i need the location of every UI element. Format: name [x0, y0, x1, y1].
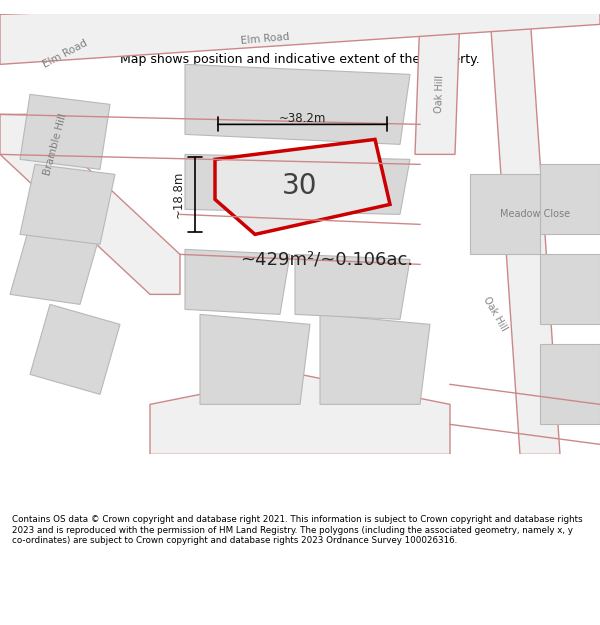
Text: Meadow Close: Meadow Close [500, 209, 570, 219]
Text: Oak Hill: Oak Hill [434, 75, 446, 114]
Polygon shape [200, 314, 310, 404]
Text: Oak Hill: Oak Hill [481, 296, 509, 333]
Polygon shape [415, 14, 460, 154]
Polygon shape [185, 64, 410, 144]
Text: ~429m²/~0.106ac.: ~429m²/~0.106ac. [240, 251, 413, 268]
Polygon shape [320, 314, 430, 404]
Text: Bramble Hill: Bramble Hill [42, 112, 68, 177]
Text: 30: 30 [282, 173, 318, 201]
Text: ~18.8m: ~18.8m [172, 171, 185, 218]
Text: 30, OAK HILL, ALRESFORD, SO24 9LB: 30, OAK HILL, ALRESFORD, SO24 9LB [141, 19, 459, 34]
Polygon shape [185, 249, 290, 314]
Text: Contains OS data © Crown copyright and database right 2021. This information is : Contains OS data © Crown copyright and d… [12, 515, 583, 545]
Polygon shape [30, 304, 120, 394]
Polygon shape [540, 344, 600, 424]
Polygon shape [0, 0, 600, 64]
Text: ~38.2m: ~38.2m [279, 112, 326, 126]
Polygon shape [20, 94, 110, 169]
Polygon shape [20, 164, 115, 244]
Polygon shape [470, 174, 540, 254]
Polygon shape [185, 154, 410, 214]
Polygon shape [150, 374, 450, 454]
Polygon shape [295, 254, 410, 319]
Text: Elm Road: Elm Road [41, 39, 89, 70]
Polygon shape [540, 164, 600, 234]
Polygon shape [0, 114, 180, 294]
Text: Elm Road: Elm Road [240, 32, 290, 46]
Text: Map shows position and indicative extent of the property.: Map shows position and indicative extent… [120, 52, 480, 66]
Polygon shape [540, 254, 600, 324]
Polygon shape [490, 14, 560, 454]
Polygon shape [10, 224, 100, 304]
Polygon shape [215, 139, 390, 234]
